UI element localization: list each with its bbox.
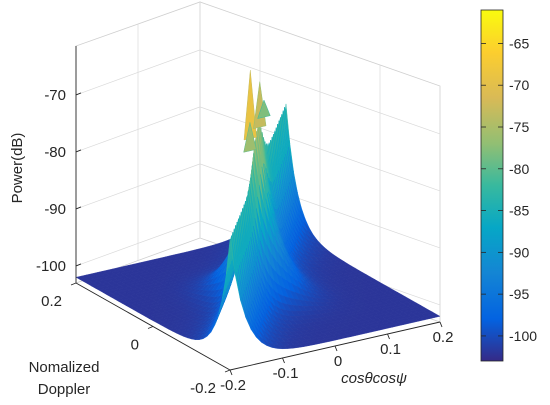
z-tick-label: -80 [44,144,66,161]
z-tick-labels: -70 -80 -90 -100 [36,87,82,275]
colorbar [480,9,504,362]
angle-tick [282,357,285,364]
colorbar-tick-labels: -65 -70 -75 -80 -85 -90 -95 -100 [481,35,537,344]
z-tick-label: -90 [44,201,66,218]
colorbar-tick-label: -65 [509,35,529,51]
angle-tick-labels: -0.2 -0.1 0 0.1 0.2 [220,321,454,394]
doppler-tick-label: 0.2 [41,293,62,310]
doppler-tick [70,282,77,286]
ridge-peak [257,99,271,119]
angle-tick-label: 0.2 [433,329,454,346]
z-tick [75,149,82,153]
colorbar-tick-label: -80 [509,161,529,177]
gridlines [75,2,441,322]
doppler-tick [147,326,154,329]
surface-patch [430,313,441,318]
angle-tick [229,369,233,376]
z-axis-label: Power(dB) [9,133,26,204]
angle-tick-label: 0 [334,353,342,370]
angle-tick-label: -0.2 [220,377,246,394]
angle-tick [439,321,443,328]
colorbar-tick-label: -95 [509,286,529,302]
doppler-tick [224,369,231,373]
angle-tick [334,345,338,352]
colorbar-tick-label: -85 [509,203,529,219]
ridge-peak [243,122,257,153]
doppler-tick-label: -0.2 [190,380,216,397]
angle-tick-label: -0.1 [273,365,299,382]
angle-axis-label: cosθcosψ [341,370,407,387]
ridge-peaks [243,70,271,153]
colorbar-tick-label: -100 [509,328,537,344]
colorbar-tick-label: -75 [509,119,529,135]
z-tick [75,92,82,96]
doppler-axis-label-line-2: Doppler [38,381,91,398]
colorbar-tick-label: -90 [509,244,529,260]
z-tick-label: -70 [44,87,66,104]
z-tick [75,263,82,267]
power-surface [75,103,441,350]
doppler-axis-label-line-1: Nomalized [29,359,100,376]
z-tick [75,206,82,210]
z-tick-label: -100 [36,258,66,275]
angle-tick-label: 0.1 [380,341,401,358]
doppler-tick-label: 0 [131,337,139,354]
doppler-tick-labels: 0.2 0 -0.2 [41,282,231,397]
colorbar-tick-label: -70 [509,77,529,93]
angle-tick [387,333,390,340]
